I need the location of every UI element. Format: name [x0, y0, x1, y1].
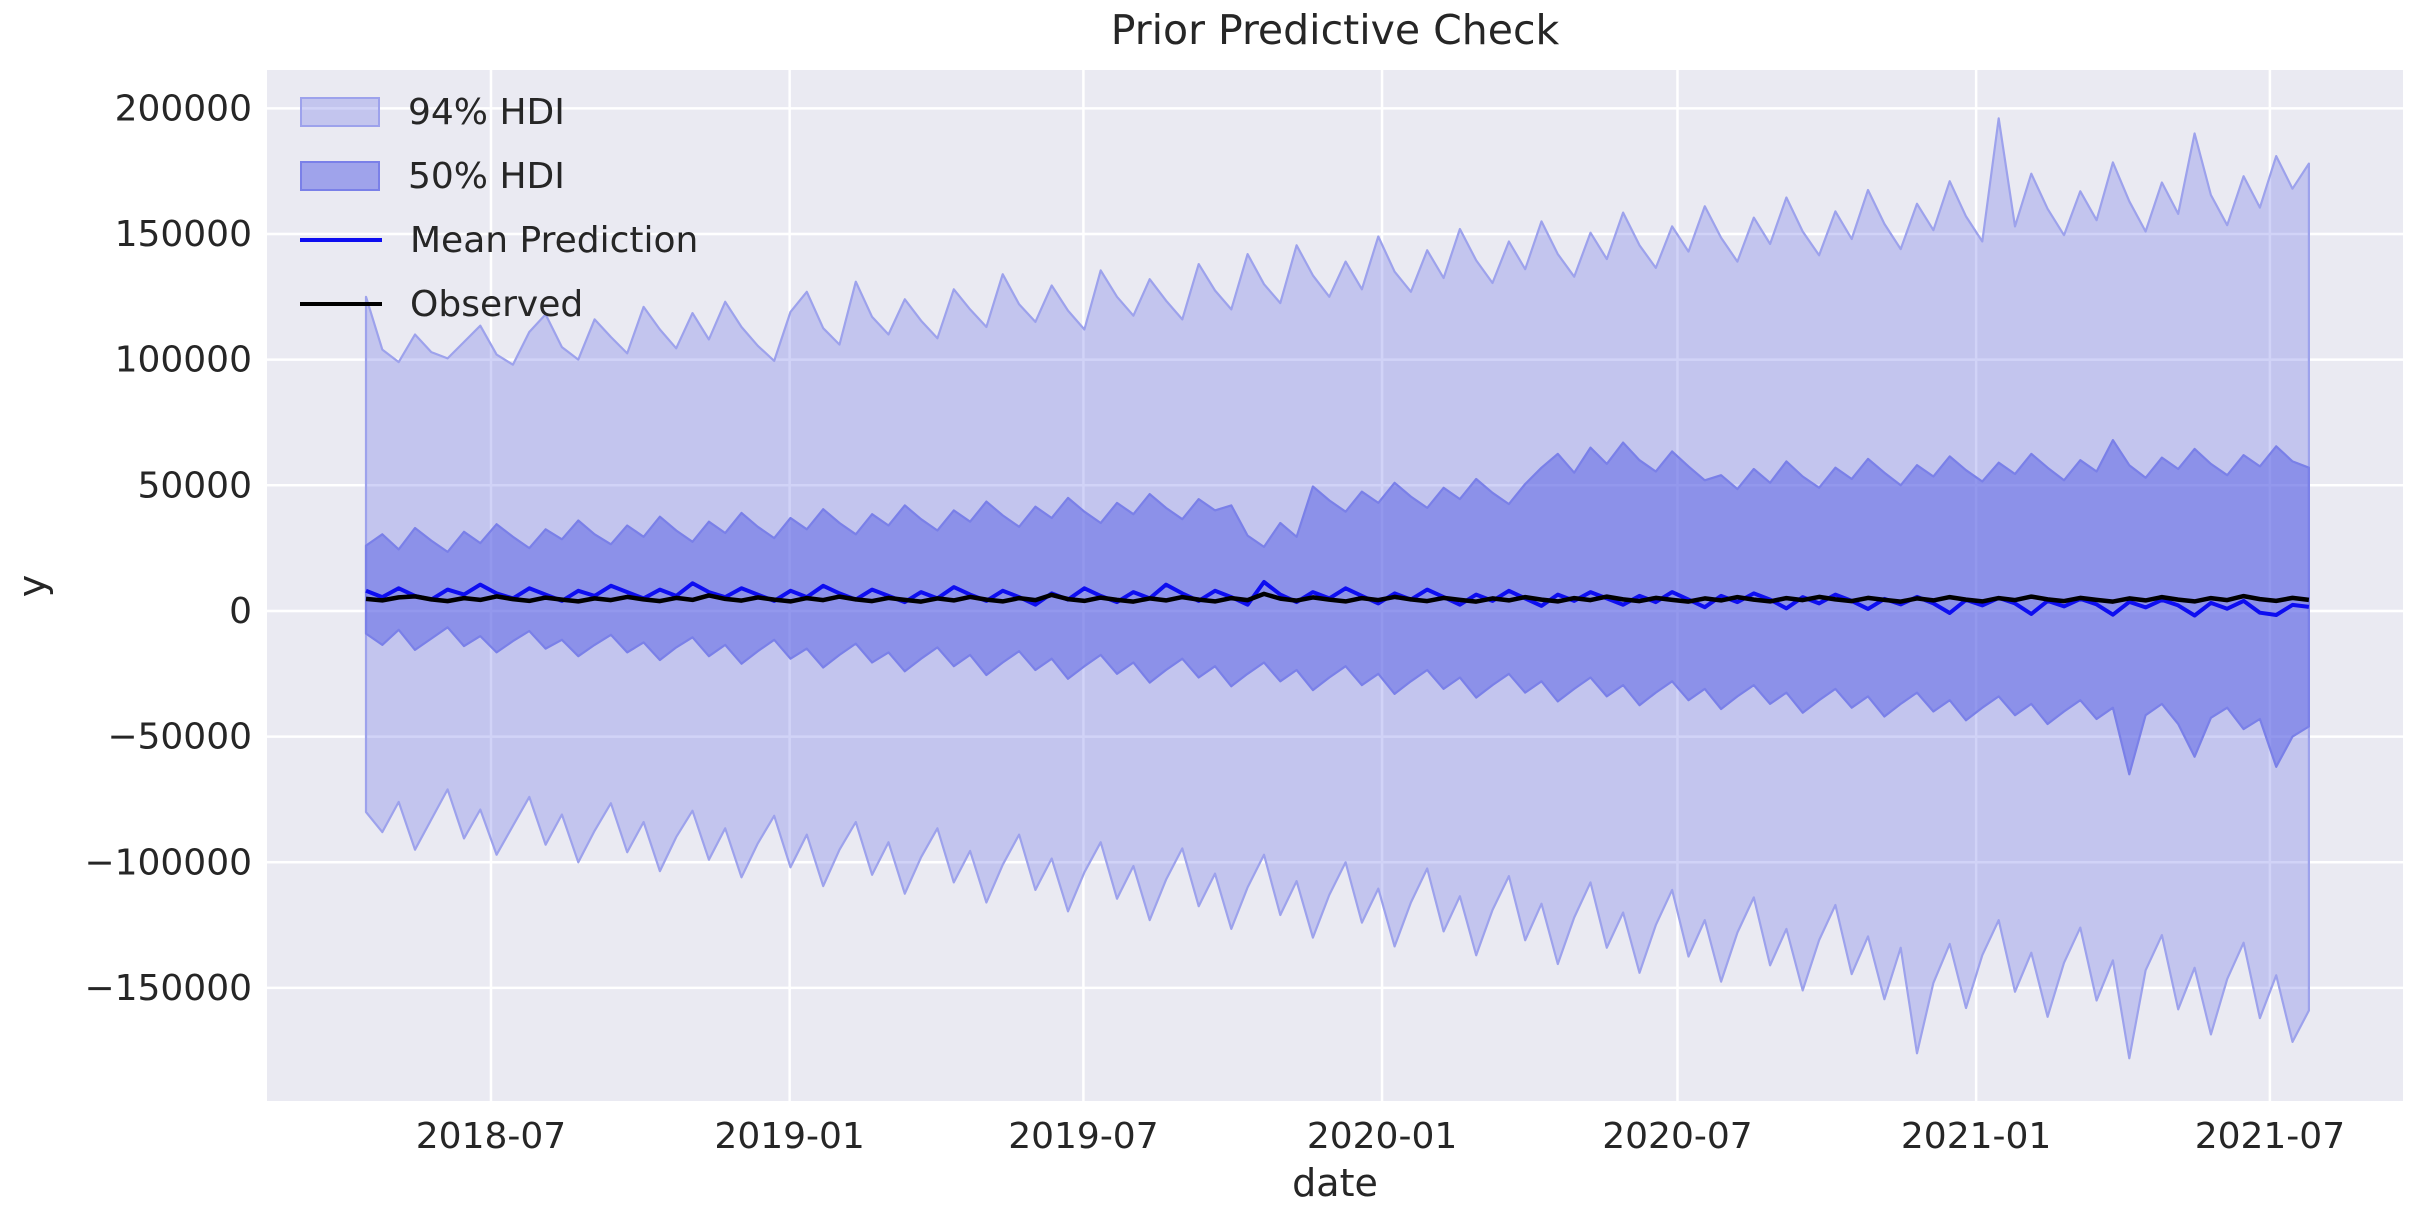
y-tick-label: 200000: [115, 88, 252, 129]
y-tick-label: 100000: [115, 340, 252, 381]
x-axis-label: date: [1292, 1161, 1378, 1205]
x-tick-label: 2020-07: [1602, 1116, 1752, 1157]
x-tick-label: 2021-07: [2195, 1116, 2345, 1157]
y-tick-label: 150000: [115, 214, 252, 255]
x-tick-label: 2019-01: [714, 1116, 864, 1157]
legend-item-50-hdi: 50% HDI: [300, 144, 698, 208]
legend-item-94-hdi: 94% HDI: [300, 80, 698, 144]
legend-item-observed: Observed: [300, 272, 698, 336]
mean-prediction-line: [365, 580, 2310, 618]
legend-swatch-94-hdi-patch: [300, 97, 380, 127]
y-tick-label: −100000: [84, 842, 252, 883]
y-tick-label: −50000: [107, 717, 252, 758]
legend-label: Mean Prediction: [410, 219, 699, 261]
legend: 94% HDI 50% HDI Mean Prediction Observed: [300, 80, 698, 336]
legend-swatch-50-hdi-patch: [300, 161, 380, 191]
x-tick-label: 2018-07: [416, 1116, 566, 1157]
observed-line: [365, 591, 2310, 604]
x-tick-labels: 2018-07 2019-01 2019-07 2020-01 2020-07 2021-…: [416, 1116, 2345, 1157]
legend-item-mean-prediction: Mean Prediction: [300, 208, 698, 272]
y-tick-labels: −150000 −100000 −50000 0 50000 100000 150000 20…: [84, 88, 252, 1009]
legend-line-mean-prediction: [300, 238, 382, 242]
legend-label: 50% HDI: [408, 155, 565, 197]
legend-label: Observed: [410, 283, 584, 325]
y-tick-label: 0: [229, 591, 252, 632]
hdi-50-band: [364, 439, 2310, 776]
y-tick-label: −150000: [84, 968, 252, 1009]
legend-label: 94% HDI: [408, 91, 565, 133]
x-tick-label: 2021-01: [1901, 1116, 2051, 1157]
chart-title: Prior Predictive Check: [1111, 6, 1560, 54]
y-tick-label: 50000: [137, 465, 252, 506]
legend-line-observed: [300, 302, 382, 306]
x-tick-label: 2019-07: [1008, 1116, 1158, 1157]
y-axis-label: y: [10, 575, 54, 598]
x-tick-label: 2020-01: [1307, 1116, 1457, 1157]
hdi-bands: [364, 117, 2310, 1060]
data-lines: [365, 580, 2310, 618]
